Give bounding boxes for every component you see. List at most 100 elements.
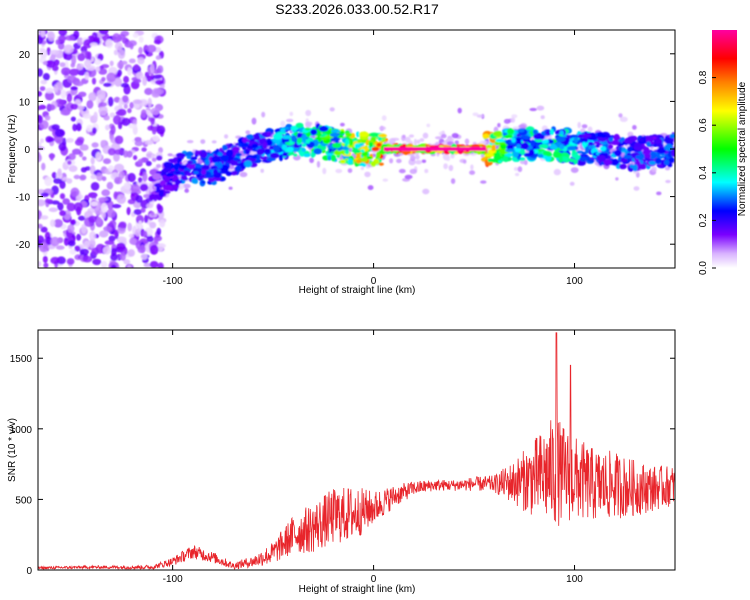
heatmap-cell [506,128,515,135]
heatmap-cell [51,124,60,131]
heatmap-cell [349,138,354,146]
heatmap-cell [152,74,162,79]
heatmap-cell [260,168,265,173]
heatmap-cell [655,143,664,148]
heatmap-cell [58,30,68,37]
heatmap-cell [444,147,448,151]
heatmap-cell [89,42,98,47]
heatmap-cell [127,249,135,257]
heatmap-cell [367,185,374,191]
heatmap-cell [81,223,87,234]
heatmap-cell [404,174,413,180]
heatmap-cell [193,171,199,175]
heatmap-cell [596,155,606,162]
heatmap-cell [584,146,590,154]
heatmap-cell [281,144,288,151]
heatmap-cell [151,157,157,162]
heatmap-cell [541,140,549,144]
heatmap-cell [60,89,67,99]
snr-x-label: Height of straight line (km) [299,584,416,595]
heatmap-cell [61,67,71,76]
heatmap-cell [101,260,108,268]
heatmap-cell [38,68,43,77]
heatmap-cell [38,36,44,45]
heatmap-cell [446,147,450,151]
heatmap-cell [668,157,675,163]
heatmap-cell [251,117,257,125]
heatmap-cell [67,224,75,233]
heatmap-cell [156,155,163,161]
heatmap-cell [50,236,60,247]
heatmap-cell [95,66,101,72]
heatmap-cell [42,73,50,81]
heatmap-cell [189,156,198,161]
heatmap-cell [83,39,93,49]
heatmap-cell [293,144,300,148]
heatmap-cell [47,137,55,142]
heatmap-cell [59,193,66,200]
heatmap-cell [378,162,384,166]
heatmap-cell [157,262,164,268]
heatmap-cell [74,81,84,87]
heatmap-cell [510,117,516,123]
heatmap-cell [667,139,674,143]
heatmap-cell [382,178,389,182]
heatmap-cell [59,180,66,189]
heatmap-cell [344,149,350,155]
heatmap-cell [332,142,342,148]
heatmap-cell [417,147,421,151]
heatmap-cell [610,140,620,146]
heatmap-cell [159,180,166,187]
heatmap-cell [38,235,45,244]
heatmap-cell [127,108,132,114]
heatmap-cell [68,165,78,173]
heatmap-cell [538,134,545,140]
heatmap-cell [459,147,463,151]
heatmap-cell [138,46,143,55]
heatmap-cell [128,124,138,129]
heatmap-cell [211,155,220,163]
heatmap-cell [137,158,144,165]
heatmap-cell [301,143,307,148]
heatmap-cell [594,141,601,145]
heatmap-cell [122,95,129,103]
heatmap-cell [632,164,638,172]
heatmap-cell [101,176,107,182]
heatmap-cell [44,176,53,187]
heatmap-cell [619,163,627,170]
heatmap-cell [396,147,400,151]
heatmap-cell [282,135,292,140]
heatmap-cell [186,140,194,144]
heatmap-cell [138,177,143,184]
heatmap-cell [99,230,109,238]
heatmap-cell [305,138,311,144]
heatmap-cell [76,122,82,132]
heatmap-cell [286,146,294,152]
heatmap-cell [239,171,248,178]
heatmap-cell [45,87,54,94]
heatmap-cell [79,144,89,151]
heatmap-cell [38,223,43,229]
heatmap-cell [79,248,89,256]
heatmap-cell [615,177,619,181]
heatmap-cell [558,156,563,163]
heatmap-cell [410,155,416,162]
heatmap-cell [340,159,346,164]
heatmap-cell [262,141,268,149]
heatmap-cell [465,147,469,151]
heatmap-cell [134,228,141,237]
heatmap-cells [38,30,675,268]
heatmap-cell [327,155,332,161]
heatmap-cell [445,155,451,162]
snr-x-tick-label: 0 [371,574,377,585]
heatmap-cell [354,143,361,149]
heatmap-cell [56,245,65,250]
heatmap-cell [545,153,553,157]
heatmap-cell [132,99,143,104]
heatmap-cell [443,163,448,170]
heatmap-cell [329,107,335,112]
heatmap-cell [386,147,390,151]
heatmap-cell [667,151,672,158]
heatmap-cell [338,149,347,155]
heatmap-cell [144,87,153,96]
